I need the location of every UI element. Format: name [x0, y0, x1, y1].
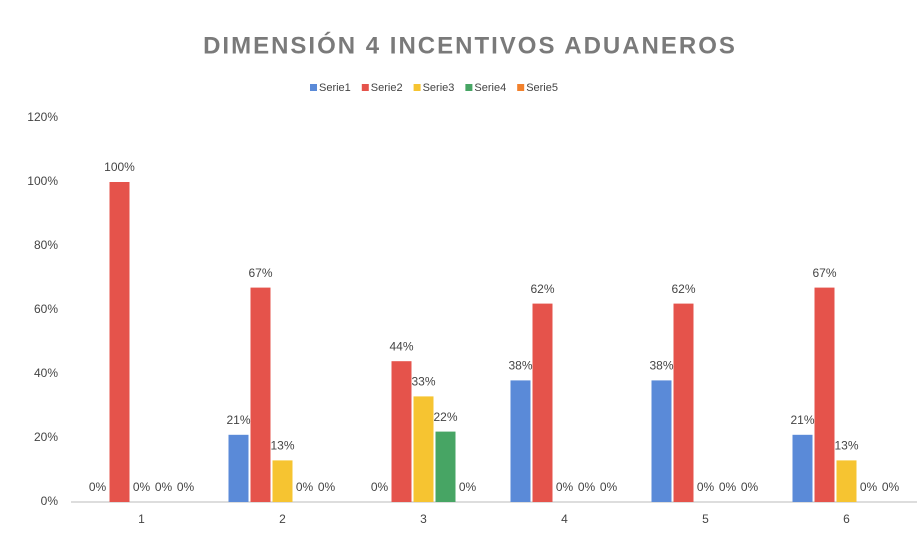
data-label: 62%	[671, 282, 695, 296]
data-label: 0%	[296, 480, 314, 494]
bar	[109, 182, 130, 502]
legend-swatch	[517, 84, 525, 91]
x-tick-label: 6	[843, 512, 850, 526]
bar	[413, 396, 434, 502]
data-label: 21%	[226, 413, 250, 427]
data-label: 0%	[741, 480, 759, 494]
data-label: 0%	[719, 480, 737, 494]
bar	[792, 434, 813, 502]
data-label: 67%	[812, 266, 836, 280]
data-label: 0%	[155, 480, 173, 494]
y-tick-label: 40%	[34, 366, 58, 380]
data-label: 0%	[89, 480, 107, 494]
legend-swatch	[310, 84, 317, 91]
x-tick-label: 4	[561, 512, 568, 526]
data-label: 100%	[104, 160, 135, 174]
data-label: 62%	[530, 282, 554, 296]
x-tick-label: 3	[420, 512, 427, 526]
bar	[250, 287, 271, 502]
bar	[651, 380, 672, 502]
bar	[391, 361, 412, 502]
bar	[228, 434, 249, 502]
bar	[836, 460, 857, 502]
data-label: 38%	[649, 359, 673, 373]
legend-label: Serie2	[371, 82, 403, 94]
data-label: 0%	[600, 480, 618, 494]
y-tick-label: 60%	[34, 302, 58, 316]
data-label: 44%	[389, 339, 413, 353]
y-tick-label: 0%	[41, 494, 59, 508]
data-label: 22%	[433, 410, 457, 424]
legend-label: Serie5	[526, 82, 558, 94]
legend-swatch	[413, 84, 421, 91]
x-tick-label: 2	[279, 512, 286, 526]
bar	[510, 380, 531, 502]
bar	[435, 431, 456, 502]
data-label: 38%	[508, 359, 532, 373]
y-tick-label: 120%	[27, 110, 58, 124]
data-label: 0%	[882, 480, 900, 494]
y-tick-label: 80%	[34, 238, 58, 252]
data-label: 0%	[459, 480, 477, 494]
data-label: 0%	[578, 480, 596, 494]
chart-title: DIMENSIÓN 4 INCENTIVOS ADUANEROS	[203, 31, 737, 59]
data-label: 33%	[411, 375, 435, 389]
y-tick-label: 100%	[27, 174, 58, 188]
bar	[673, 303, 694, 502]
bar	[272, 460, 293, 502]
data-label: 0%	[371, 480, 389, 494]
data-label: 0%	[556, 480, 574, 494]
legend-label: Serie3	[423, 82, 455, 94]
legend-label: Serie4	[474, 82, 506, 94]
x-tick-label: 5	[702, 512, 709, 526]
x-tick-label: 1	[138, 512, 145, 526]
data-label: 13%	[834, 439, 858, 453]
data-label: 0%	[318, 480, 336, 494]
data-label: 0%	[860, 480, 878, 494]
legend-label: Serie1	[319, 82, 351, 94]
data-label: 13%	[270, 439, 294, 453]
legend-swatch	[465, 84, 473, 91]
legend-swatch	[361, 84, 369, 91]
data-label: 21%	[790, 413, 814, 427]
data-label: 0%	[133, 480, 151, 494]
data-label: 0%	[177, 480, 195, 494]
y-tick-label: 20%	[34, 430, 58, 444]
data-label: 67%	[248, 266, 272, 280]
bar	[814, 287, 835, 502]
data-label: 0%	[697, 480, 715, 494]
bar	[532, 303, 553, 502]
